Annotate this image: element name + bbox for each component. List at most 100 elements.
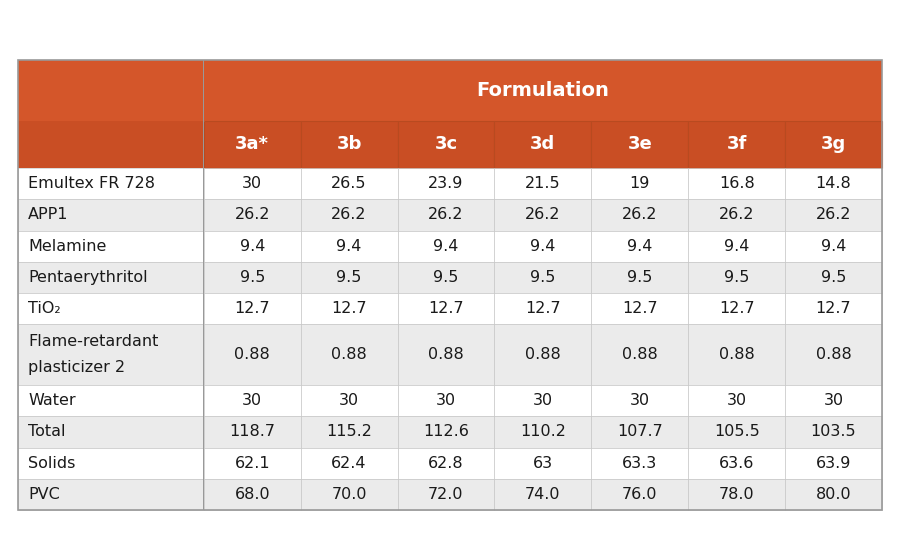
Text: Total: Total (28, 425, 66, 439)
Text: 9.5: 9.5 (821, 270, 846, 285)
Bar (18, 416, 203, 448)
Text: 3a*: 3a* (235, 135, 269, 153)
Bar (591, 262, 688, 293)
Bar (301, 230, 398, 262)
Text: 63.6: 63.6 (719, 455, 754, 471)
Text: 110.2: 110.2 (520, 425, 566, 439)
Text: Water: Water (28, 393, 76, 408)
Text: 30: 30 (726, 393, 747, 408)
Bar (203, 121, 301, 168)
Text: 107.7: 107.7 (616, 425, 662, 439)
Text: APP1: APP1 (28, 207, 68, 222)
Text: 9.4: 9.4 (239, 239, 265, 254)
Bar (301, 478, 398, 510)
Bar (301, 448, 398, 478)
Text: 3g: 3g (821, 135, 846, 153)
Bar (494, 416, 591, 448)
Text: 0.88: 0.88 (428, 347, 464, 362)
Text: 112.6: 112.6 (423, 425, 469, 439)
Bar (688, 478, 785, 510)
Bar (591, 168, 688, 199)
Bar (398, 168, 494, 199)
Bar (591, 385, 688, 416)
Bar (785, 262, 882, 293)
Bar (785, 324, 882, 385)
Text: 26.2: 26.2 (719, 207, 754, 222)
Bar (494, 293, 591, 324)
Text: 12.7: 12.7 (428, 301, 464, 316)
Bar (301, 293, 398, 324)
Bar (494, 168, 591, 199)
Bar (494, 385, 591, 416)
Bar (203, 416, 301, 448)
Bar (301, 168, 398, 199)
Bar (18, 60, 203, 121)
Bar (591, 230, 688, 262)
Bar (398, 230, 494, 262)
Text: 9.4: 9.4 (337, 239, 362, 254)
Text: 0.88: 0.88 (622, 347, 658, 362)
Text: 72.0: 72.0 (428, 487, 464, 502)
Bar (301, 385, 398, 416)
Bar (203, 60, 204, 510)
Bar (398, 121, 494, 168)
Bar (494, 199, 591, 230)
Bar (203, 199, 301, 230)
Text: Melamine: Melamine (28, 239, 106, 254)
Text: 3e: 3e (627, 135, 652, 153)
Text: 0.88: 0.88 (331, 347, 367, 362)
Bar (301, 199, 398, 230)
Bar (591, 478, 688, 510)
Text: 9.5: 9.5 (724, 270, 750, 285)
Bar (203, 448, 301, 478)
Text: 30: 30 (630, 393, 650, 408)
Text: 12.7: 12.7 (622, 301, 658, 316)
Bar (398, 199, 494, 230)
Bar (785, 293, 882, 324)
Text: 70.0: 70.0 (331, 487, 367, 502)
Bar (785, 199, 882, 230)
Bar (18, 385, 203, 416)
Bar (398, 262, 494, 293)
Bar (203, 230, 301, 262)
Text: 9.5: 9.5 (239, 270, 265, 285)
Text: 74.0: 74.0 (525, 487, 561, 502)
Text: 0.88: 0.88 (525, 347, 561, 362)
Bar (494, 324, 591, 385)
Bar (591, 293, 688, 324)
Bar (785, 121, 882, 168)
Text: 30: 30 (824, 393, 843, 408)
Text: 9.5: 9.5 (337, 270, 362, 285)
Bar (203, 324, 301, 385)
Bar (203, 478, 301, 510)
Bar (18, 478, 203, 510)
Bar (591, 121, 688, 168)
Text: 16.8: 16.8 (719, 176, 754, 191)
Bar (18, 230, 203, 262)
Text: 62.8: 62.8 (428, 455, 464, 471)
Text: Pentaerythritol: Pentaerythritol (28, 270, 148, 285)
Text: 23.9: 23.9 (428, 176, 464, 191)
Bar (203, 60, 204, 121)
Bar (688, 262, 785, 293)
Text: 26.2: 26.2 (622, 207, 658, 222)
Bar (494, 121, 591, 168)
Text: Solids: Solids (28, 455, 76, 471)
Text: 26.2: 26.2 (235, 207, 270, 222)
Text: Formulation: Formulation (476, 81, 609, 100)
Bar (785, 385, 882, 416)
Text: 9.5: 9.5 (530, 270, 555, 285)
Text: 76.0: 76.0 (622, 487, 658, 502)
Text: 3d: 3d (530, 135, 555, 153)
Text: 103.5: 103.5 (811, 425, 857, 439)
Text: 30: 30 (339, 393, 359, 408)
Text: Emultex FR 728: Emultex FR 728 (28, 176, 155, 191)
Bar (688, 416, 785, 448)
Text: 12.7: 12.7 (815, 301, 851, 316)
Text: 12.7: 12.7 (234, 301, 270, 316)
Bar (785, 416, 882, 448)
Bar (494, 230, 591, 262)
Text: 80.0: 80.0 (815, 487, 851, 502)
Text: 12.7: 12.7 (331, 301, 367, 316)
Bar (494, 448, 591, 478)
